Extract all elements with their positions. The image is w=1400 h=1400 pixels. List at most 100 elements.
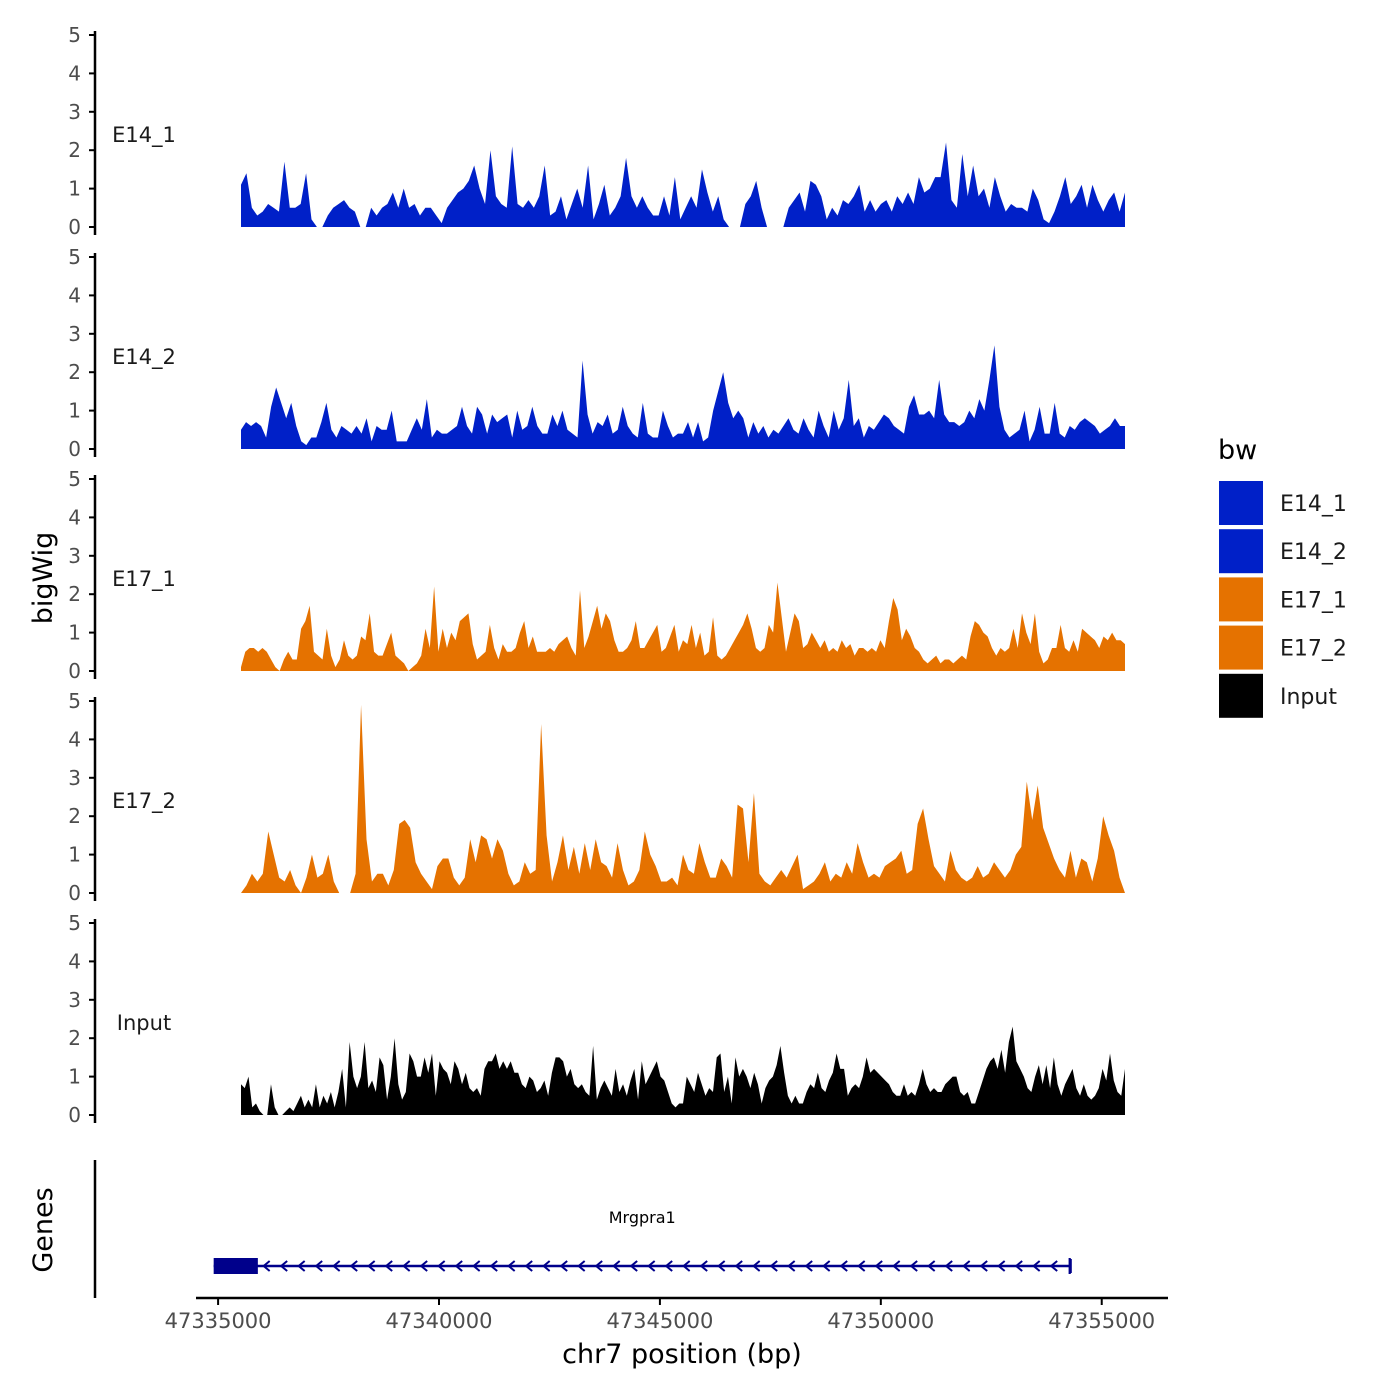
y-tick-label: 4: [68, 727, 81, 751]
gene-exon: [213, 1258, 258, 1274]
track-label: E17_1: [112, 567, 176, 592]
strand-arrow: [577, 1260, 586, 1272]
strand-arrow: [454, 1260, 463, 1272]
gene-name: Mrgpra1: [609, 1208, 676, 1227]
y-axis-title: bigWig: [28, 532, 59, 625]
x-tick-label: 47345000: [606, 1309, 713, 1333]
y-tick-label: 0: [68, 881, 81, 905]
strand-arrow: [367, 1260, 376, 1272]
legend-swatch: [1219, 673, 1263, 718]
signal-area: [241, 142, 1125, 227]
strand-arrow: [419, 1260, 428, 1272]
legend-label: Input: [1280, 685, 1337, 710]
legend-label: E14_2: [1280, 540, 1347, 565]
strand-arrow: [752, 1260, 761, 1272]
strand-arrow: [892, 1260, 901, 1272]
legend-label: E17_2: [1280, 637, 1347, 662]
strand-arrow: [1014, 1260, 1023, 1272]
strand-arrow: [1049, 1260, 1058, 1272]
strand-arrow: [629, 1260, 638, 1272]
track-input: 0 1 2 3 4 5 Input: [68, 911, 1125, 1127]
track-label: E14_2: [112, 345, 176, 370]
y-tick-label: 0: [68, 659, 81, 683]
strand-arrow: [437, 1260, 446, 1272]
legend-swatch: [1219, 529, 1263, 574]
strand-arrow: [1032, 1260, 1041, 1272]
legend-item-e17-2: E17_2: [1219, 625, 1347, 670]
y-tick-label: 3: [68, 544, 81, 568]
legend-item-e17-1: E17_1: [1219, 577, 1347, 622]
y-tick-label: 3: [68, 766, 81, 790]
strand-arrow: [804, 1260, 813, 1272]
strand-arrow: [962, 1260, 971, 1272]
track-e17-1: 0 1 2 3 4 5 E17_1: [68, 467, 1125, 683]
y-tick-label: 0: [68, 1103, 81, 1127]
strand-arrow: [594, 1260, 603, 1272]
y-tick-label: 4: [68, 949, 81, 973]
y-tick-label: 4: [68, 283, 81, 307]
y-tick-label: 2: [68, 804, 81, 828]
legend-label: E17_1: [1280, 588, 1347, 613]
y-tick-label: 2: [68, 582, 81, 606]
track-label: Input: [117, 1011, 171, 1035]
strand-arrow: [349, 1260, 358, 1272]
gene-exon: [1068, 1258, 1071, 1274]
strand-arrow: [472, 1260, 481, 1272]
signal-area: [241, 1026, 1125, 1115]
x-tick-label: 47350000: [827, 1309, 934, 1333]
y-tick-label: 3: [68, 322, 81, 346]
strand-arrow: [542, 1260, 551, 1272]
strand-arrow: [839, 1260, 848, 1272]
signal-area: [241, 582, 1125, 671]
strand-arrow: [979, 1260, 988, 1272]
track-e14-2: 0 1 2 3 4 5 E14_2: [68, 245, 1125, 461]
strand-arrow: [787, 1260, 796, 1272]
strand-arrow: [857, 1260, 866, 1272]
y-tick-label: 2: [68, 1026, 81, 1050]
y-tick-label: 5: [68, 911, 81, 935]
legend-swatch: [1219, 577, 1263, 622]
strand-arrow: [699, 1260, 708, 1272]
y-tick-label: 4: [68, 505, 81, 529]
strand-arrow: [822, 1260, 831, 1272]
strand-arrow: [314, 1260, 323, 1272]
y-tick-label: 3: [68, 988, 81, 1012]
y-tick-label: 5: [68, 467, 81, 491]
y-tick-label: 0: [68, 215, 81, 239]
strand-arrow: [297, 1260, 306, 1272]
legend: bw E14_1 E14_2 E17_1 E17_2 Input: [1218, 435, 1347, 718]
strand-arrow: [734, 1260, 743, 1272]
y-tick-label: 1: [68, 1065, 81, 1089]
y-tick-label: 1: [68, 621, 81, 645]
genes-panel: Mrgpra1: [93, 1160, 1072, 1298]
y-tick-label: 1: [68, 177, 81, 201]
strand-arrow: [944, 1260, 953, 1272]
y-tick-label: 1: [68, 399, 81, 423]
signal-area: [241, 345, 1125, 449]
track-e14-1: 0 1 2 3 4 5 E14_1: [68, 23, 1125, 239]
strand-arrow: [647, 1260, 656, 1272]
legend-swatch: [1219, 625, 1263, 670]
x-axis: 47335000 47340000 47345000 47350000 47355000: [165, 1296, 1168, 1333]
legend-swatch: [1219, 481, 1263, 525]
strand-arrow: [332, 1260, 341, 1272]
genes-panel-title: Genes: [28, 1187, 59, 1272]
y-tick-label: 2: [68, 138, 81, 162]
coverage-tracks: 0 1 2 3 4 5 E14_1 0 1 2 3 4 5 E14_2 0 1 2 3 4 5 E17_1 0 1 2 3 4 5 E…: [68, 23, 1125, 1127]
strand-arrow: [997, 1260, 1006, 1272]
y-tick-label: 0: [68, 437, 81, 461]
strand-arrow: [384, 1260, 393, 1272]
strand-arrow: [559, 1260, 568, 1272]
x-tick-label: 47340000: [386, 1309, 493, 1333]
legend-label: E14_1: [1280, 492, 1347, 517]
strand-arrow: [524, 1260, 533, 1272]
strand-arrow: [909, 1260, 918, 1272]
legend-title: bw: [1218, 435, 1257, 466]
x-axis-title: chr7 position (bp): [562, 1339, 802, 1370]
track-e17-2: 0 1 2 3 4 5 E17_2: [68, 689, 1125, 905]
y-tick-label: 5: [68, 689, 81, 713]
gene-mrgpra1: Mrgpra1: [213, 1208, 1072, 1274]
track-label: E14_1: [112, 123, 176, 148]
x-tick-label: 47335000: [165, 1309, 272, 1333]
